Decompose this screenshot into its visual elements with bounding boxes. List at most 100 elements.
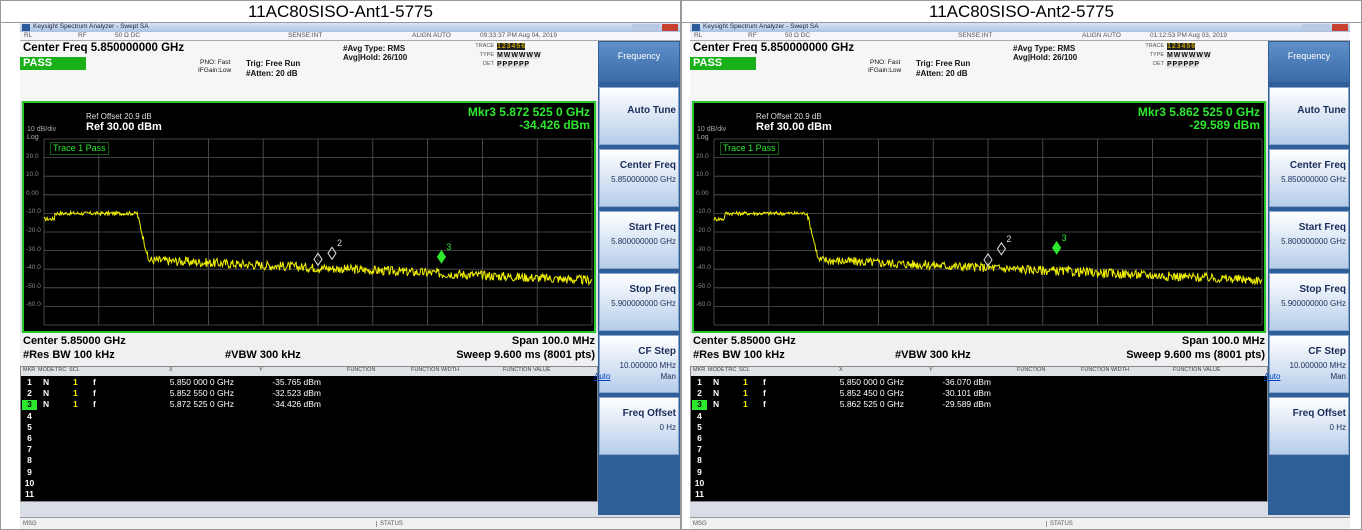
marker-level: -34.426 dBm: [519, 118, 590, 132]
ref-level: Ref 30.00 dBm: [86, 121, 162, 133]
trace: [43, 209, 593, 287]
trace-status: Trace 1 Pass: [720, 142, 779, 155]
footer-center: Center 5.85000 GHz: [693, 335, 796, 347]
softkey[interactable]: Stop Freq 5.900000000 GHz: [599, 273, 679, 331]
app-title: Keysight Spectrum Analyzer - Swept SA: [33, 23, 149, 30]
softkey[interactable]: Center Freq 5.850000000 GHz: [1269, 149, 1349, 207]
marker-number: 3: [446, 241, 452, 252]
row-cell: N: [43, 377, 50, 387]
panel: 11AC80SISO-Ant2-5775 Keysight Spectrum An…: [681, 0, 1362, 530]
status-item: 50 Ω DC: [115, 32, 141, 39]
marker-diamond: [983, 252, 993, 267]
status-item: RL: [24, 32, 33, 39]
marker-level: -29.589 dBm: [1189, 118, 1260, 132]
info-area: Center Freq 5.850000000 GHz PASS PNO: Fast…: [690, 41, 1268, 101]
status-line: RL RF 50 Ω DC SENSE:INT ALIGN AUTO 01:12:53 P…: [690, 32, 1350, 41]
column-header: TRC: [55, 367, 67, 373]
setting: #Avg Type: RMS: [1013, 44, 1076, 53]
grid-label: -10.0: [696, 208, 711, 216]
column-header: MKR: [23, 367, 36, 373]
softkey[interactable]: Stop Freq 5.900000000 GHz: [1269, 273, 1349, 331]
column-header: FUNCTION VALUE: [503, 367, 551, 373]
title-bar: Keysight Spectrum Analyzer - Swept SA: [690, 23, 1350, 32]
row-number: 4: [692, 411, 707, 422]
trace-info-label: DET: [1153, 61, 1164, 67]
row-cell: 1: [743, 399, 748, 410]
footer-vbw: #VBW 300 kHz: [895, 349, 971, 361]
row-cell: 1: [743, 388, 748, 399]
column-header: MODE: [38, 367, 55, 373]
trace-plot: [713, 138, 1263, 326]
row-x: 5.850 000 0 GHz: [839, 377, 904, 387]
column-header: X: [169, 367, 173, 373]
footer-vbw: #VBW 300 kHz: [225, 349, 301, 361]
softkey[interactable]: Freq Offset 0 Hz: [1269, 397, 1349, 455]
title-bar: Keysight Spectrum Analyzer - Swept SA: [20, 23, 680, 32]
softkey-label: Auto Tune: [1297, 105, 1346, 116]
status-item: SENSE:INT: [288, 32, 323, 39]
softkey-label: Auto Tune: [627, 105, 676, 116]
pass-indicator: PASS: [20, 57, 86, 70]
softkey-value: 10.000000 MHz: [1289, 361, 1346, 370]
softkey-option: Auto: [594, 372, 611, 381]
row-number: 4: [22, 411, 37, 422]
grid-label: 0.00: [696, 189, 709, 197]
column-header: FUNCTION WIDTH: [1081, 367, 1129, 373]
row-cell: N: [43, 399, 50, 410]
scale-label: 10 dB/div: [27, 126, 57, 133]
softkey[interactable]: CF Step 10.000000 MHz Auto Man: [594, 335, 679, 393]
softkey[interactable]: Center Freq 5.850000000 GHz: [599, 149, 679, 207]
grid-label: 0.00: [26, 189, 39, 197]
marker-number: 2: [1006, 233, 1012, 244]
softkey-value: 0 Hz: [1329, 423, 1346, 432]
row-number: 8: [692, 456, 707, 467]
softkey[interactable]: CF Step 10.000000 MHz Auto Man: [1264, 335, 1349, 393]
trace-info-label: TRACE: [475, 43, 494, 49]
softkey[interactable]: Auto Tune: [599, 87, 679, 145]
grid-label: 20.0: [696, 152, 709, 160]
row-number: 1: [22, 378, 37, 388]
trace-info-value: 1 2 3 4 5 6: [497, 43, 525, 50]
softkey-label: Start Freq: [628, 222, 676, 233]
footer-sweep: Sweep 9.600 ms (8001 pts): [1126, 349, 1265, 361]
row-number: 9: [22, 467, 37, 478]
analyzer-window: Keysight Spectrum Analyzer - Swept SA RL R…: [690, 23, 1350, 529]
log-label: Log: [27, 134, 39, 141]
setting: PNO: Fast: [870, 59, 901, 66]
grid-label: -40.0: [696, 264, 711, 272]
softkey[interactable]: Auto Tune: [1269, 87, 1349, 145]
column-header: MKR: [693, 367, 706, 373]
footer-span: Span 100.0 MHz: [511, 335, 595, 347]
softkey[interactable]: Start Freq 5.800000000 GHz: [1269, 211, 1349, 269]
softkey-label: Start Freq: [1298, 222, 1346, 233]
app-icon: [692, 24, 700, 31]
softkey-label: Freq Offset: [622, 408, 676, 419]
marker-number: 2: [336, 238, 342, 249]
softkey-option: Man: [660, 372, 676, 381]
menu-title: Frequency: [1269, 42, 1349, 82]
grid-label: 20.0: [26, 152, 39, 160]
softkey[interactable]: Freq Offset 0 Hz: [599, 397, 679, 455]
footer-rbw: #Res BW 100 kHz: [693, 349, 785, 361]
softkey[interactable]: Start Freq 5.800000000 GHz: [599, 211, 679, 269]
status-line: RL RF 50 Ω DC SENSE:INT ALIGN AUTO 09:33:37 P…: [20, 32, 680, 41]
row-y: -35.765 dBm: [272, 377, 321, 387]
row-y: -34.426 dBm: [272, 399, 321, 410]
row-cell: N: [713, 388, 720, 399]
row-x: 5.852 450 0 GHz: [839, 388, 904, 399]
footer-center: Center 5.85000 GHz: [23, 335, 126, 347]
graph-area: Ref Offset 20.9 dB 10 dB/div Ref 30.00 dBm…: [22, 101, 596, 333]
analyzer-window: Keysight Spectrum Analyzer - Swept SA RL R…: [20, 23, 680, 529]
status-item: ALIGN AUTO: [1082, 32, 1121, 39]
trace-status: Trace 1 Pass: [50, 142, 109, 155]
marker-table: MKR MODE TRC SCL X Y FUNCTION FUNCTION WIDTH FUN…: [20, 366, 598, 502]
grid-label: -60.0: [26, 301, 41, 309]
row-cell: 1: [73, 377, 78, 387]
row-x: 5.852 550 0 GHz: [169, 388, 234, 399]
footer-rbw: #Res BW 100 kHz: [23, 349, 115, 361]
graph-area: Ref Offset 20.9 dB 10 dB/div Ref 30.00 dBm…: [692, 101, 1266, 333]
row-number: 7: [22, 445, 37, 456]
marker-number: 3: [1061, 232, 1067, 243]
row-y: -32.523 dBm: [272, 388, 321, 399]
